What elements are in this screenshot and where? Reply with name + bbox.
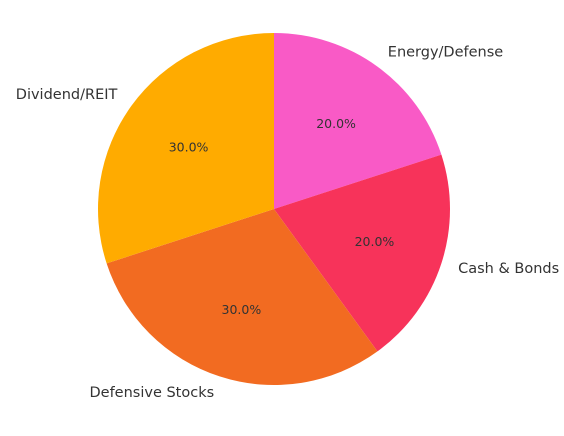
percent-label-defensive-stocks: 30.0% [222, 302, 262, 317]
percent-label-cash-bonds: 20.0% [355, 234, 395, 249]
percent-label-energy-defense: 20.0% [316, 116, 356, 131]
slice-cash-bonds [274, 154, 451, 352]
slice-label-dividend-reit: Dividend/REIT [16, 87, 118, 103]
percent-label-dividend-reit: 30.0% [169, 139, 209, 154]
slice-defensive-stocks [106, 209, 378, 385]
slice-dividend-reit [97, 33, 274, 264]
slice-label-cash-bonds: Cash & Bonds [458, 261, 559, 277]
slice-label-defensive-stocks: Defensive Stocks [89, 385, 214, 401]
pie-labels: 20.0% Energy/Defense 20.0% Cash & Bonds 30.0… [16, 44, 559, 401]
slice-label-energy-defense: Energy/Defense [388, 44, 504, 60]
slice-energy-defense [274, 33, 442, 209]
pie-slices [97, 33, 451, 385]
